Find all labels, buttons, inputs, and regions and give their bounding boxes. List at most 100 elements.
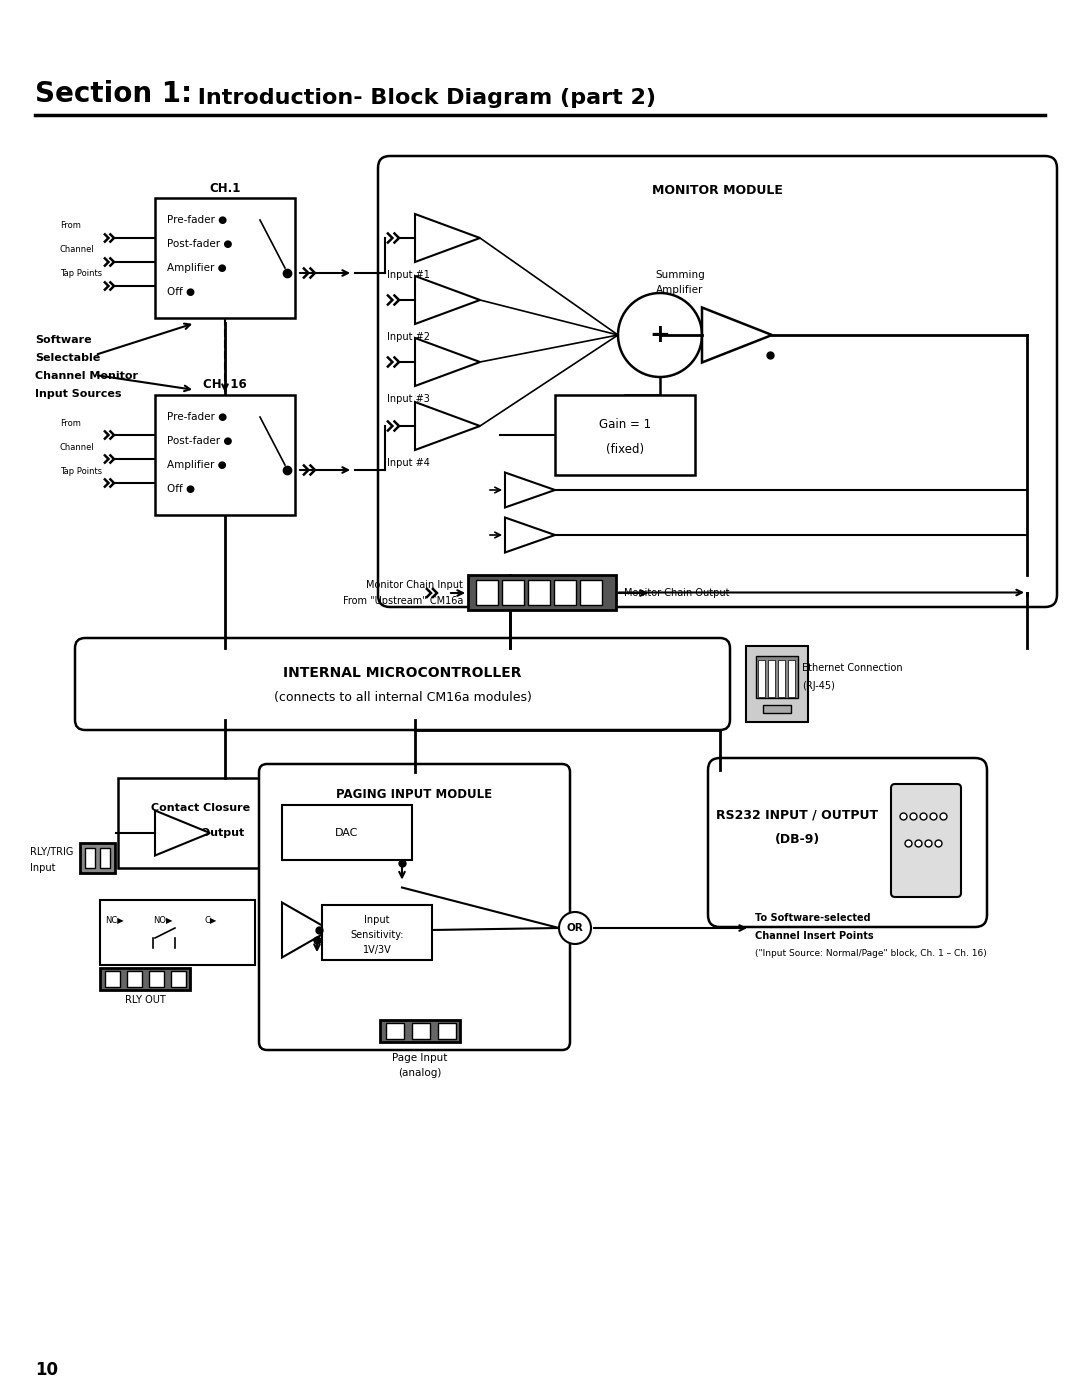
- Text: (DB-9): (DB-9): [774, 834, 820, 847]
- Text: Input: Input: [30, 863, 55, 873]
- Text: Amplifier: Amplifier: [657, 285, 704, 295]
- Polygon shape: [282, 902, 330, 957]
- Text: (RJ-45): (RJ-45): [802, 680, 835, 692]
- Text: RLY OUT: RLY OUT: [124, 995, 165, 1004]
- Bar: [411, 1023, 430, 1039]
- Text: (connects to all internal CM16a modules): (connects to all internal CM16a modules): [273, 692, 531, 704]
- Circle shape: [559, 912, 591, 944]
- Text: Channel: Channel: [60, 246, 95, 254]
- Text: Channel: Channel: [60, 443, 95, 451]
- Polygon shape: [505, 472, 555, 507]
- Text: Channel Monitor: Channel Monitor: [35, 372, 138, 381]
- Bar: [156, 395, 295, 515]
- Text: Input #3: Input #3: [387, 394, 430, 404]
- Text: Amplifier ●: Amplifier ●: [167, 263, 227, 272]
- Bar: [85, 848, 95, 868]
- Text: Amplifier ●: Amplifier ●: [167, 460, 227, 469]
- Bar: [580, 580, 602, 605]
- Bar: [468, 576, 616, 610]
- Text: +: +: [649, 323, 671, 346]
- Bar: [322, 905, 432, 960]
- Bar: [171, 971, 186, 988]
- Text: C▶: C▶: [205, 915, 217, 925]
- Text: 10: 10: [35, 1361, 58, 1379]
- Text: Post-fader ●: Post-fader ●: [167, 239, 232, 249]
- Text: Channel Insert Points: Channel Insert Points: [755, 930, 874, 942]
- Text: Introduction- Block Diagram (part 2): Introduction- Block Diagram (part 2): [190, 88, 656, 108]
- Bar: [80, 842, 114, 873]
- Bar: [554, 580, 576, 605]
- Bar: [149, 971, 164, 988]
- Bar: [386, 1023, 404, 1039]
- Polygon shape: [415, 214, 480, 263]
- Polygon shape: [415, 338, 480, 386]
- Bar: [100, 968, 190, 990]
- Bar: [778, 659, 785, 697]
- Bar: [282, 805, 411, 861]
- FancyBboxPatch shape: [259, 764, 570, 1051]
- Text: Selectable: Selectable: [35, 353, 100, 363]
- Bar: [380, 1020, 460, 1042]
- Text: From: From: [60, 419, 81, 427]
- Text: Input Sources: Input Sources: [35, 388, 121, 400]
- Text: Input / Output: Input / Output: [157, 828, 245, 838]
- Text: INTERNAL MICROCONTROLLER: INTERNAL MICROCONTROLLER: [283, 666, 522, 680]
- Text: Input: Input: [364, 915, 390, 925]
- Text: RS232 INPUT / OUTPUT: RS232 INPUT / OUTPUT: [716, 809, 878, 821]
- Text: (fixed): (fixed): [606, 443, 644, 457]
- Bar: [156, 198, 295, 319]
- Text: CH.1: CH.1: [210, 182, 241, 194]
- Bar: [555, 395, 696, 475]
- Bar: [105, 971, 120, 988]
- Text: Summing: Summing: [656, 270, 705, 279]
- Polygon shape: [702, 307, 772, 362]
- Bar: [502, 580, 524, 605]
- Text: Page Input: Page Input: [392, 1053, 448, 1063]
- Text: Input #4: Input #4: [387, 458, 430, 468]
- Bar: [100, 848, 110, 868]
- Text: RLY/TRIG: RLY/TRIG: [30, 847, 73, 856]
- Text: Ethernet Connection: Ethernet Connection: [802, 664, 903, 673]
- Text: Input #1: Input #1: [387, 270, 430, 279]
- Text: Contact Closure: Contact Closure: [151, 803, 251, 813]
- Text: 1V/3V: 1V/3V: [363, 944, 391, 956]
- Bar: [118, 778, 283, 868]
- Text: To Software-selected: To Software-selected: [755, 914, 870, 923]
- Text: (analog): (analog): [399, 1067, 442, 1078]
- Bar: [127, 971, 141, 988]
- Bar: [756, 657, 798, 698]
- Text: Software: Software: [35, 335, 92, 345]
- Text: ("Input Source: Normal/Page" block, Ch. 1 – Ch. 16): ("Input Source: Normal/Page" block, Ch. …: [755, 949, 987, 957]
- Text: From: From: [60, 222, 81, 231]
- FancyBboxPatch shape: [746, 645, 808, 722]
- Polygon shape: [415, 277, 480, 324]
- Text: Pre-fader ●: Pre-fader ●: [167, 412, 227, 422]
- Text: Gain = 1: Gain = 1: [599, 419, 651, 432]
- Bar: [438, 1023, 456, 1039]
- Text: Tap Points: Tap Points: [60, 270, 103, 278]
- Text: NC▶: NC▶: [106, 915, 124, 925]
- Text: DAC: DAC: [335, 828, 359, 838]
- Polygon shape: [505, 517, 555, 552]
- Polygon shape: [156, 810, 210, 855]
- Polygon shape: [415, 402, 480, 450]
- Text: Post-fader ●: Post-fader ●: [167, 436, 232, 446]
- Text: Section 1:: Section 1:: [35, 80, 192, 108]
- Text: From "Upstream" CM16a: From "Upstream" CM16a: [342, 597, 463, 606]
- Bar: [476, 580, 498, 605]
- Text: CH. 16: CH. 16: [203, 379, 247, 391]
- Bar: [762, 705, 791, 712]
- FancyBboxPatch shape: [378, 156, 1057, 608]
- Bar: [528, 580, 550, 605]
- Text: Tap Points: Tap Points: [60, 467, 103, 475]
- Text: Sensitivity:: Sensitivity:: [350, 930, 404, 940]
- FancyBboxPatch shape: [75, 638, 730, 731]
- Text: Monitor Chain Output: Monitor Chain Output: [624, 588, 729, 598]
- FancyBboxPatch shape: [708, 759, 987, 928]
- Text: Pre-fader ●: Pre-fader ●: [167, 215, 227, 225]
- Text: Input #2: Input #2: [387, 332, 430, 342]
- Bar: [758, 659, 765, 697]
- Text: Off ●: Off ●: [167, 483, 195, 495]
- Circle shape: [618, 293, 702, 377]
- Text: OR: OR: [567, 923, 583, 933]
